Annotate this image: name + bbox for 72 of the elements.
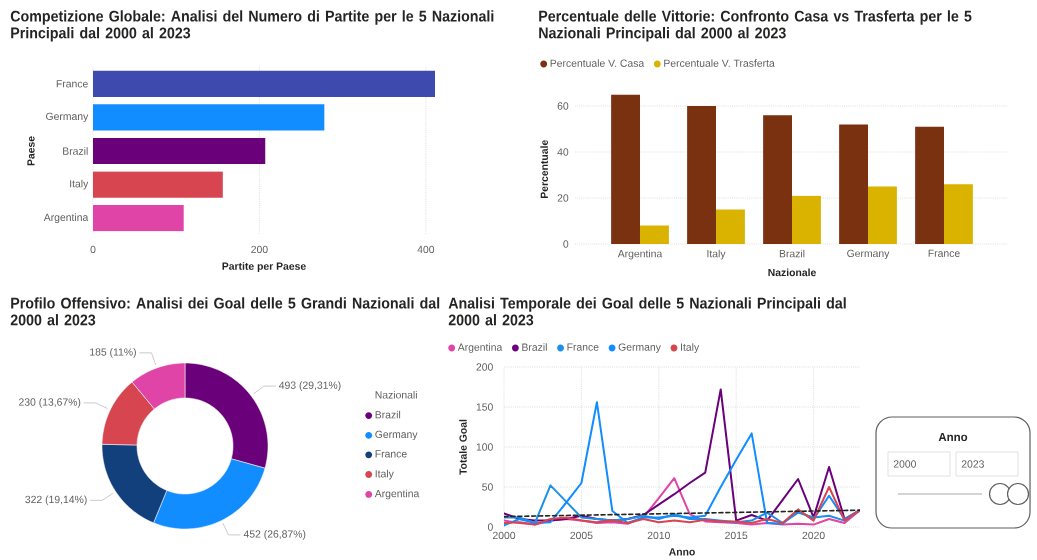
y-axis-title: Totale Goal — [459, 419, 467, 475]
bar — [93, 205, 184, 232]
x-axis-title: Anno — [668, 548, 695, 556]
x-tick-label: 2000 — [492, 531, 516, 540]
legend-label: Italy — [681, 343, 700, 353]
x-tick-label: 2020 — [802, 531, 825, 540]
legend-label: Brazil — [522, 343, 547, 351]
y-tick-label: 40 — [557, 148, 569, 156]
bar — [868, 186, 897, 244]
x-tick-label: Brazil — [779, 249, 805, 258]
x-axis-title: Nazionale — [768, 268, 816, 277]
legend-label: Germany — [618, 343, 661, 353]
y-tick-label: 0 — [563, 240, 569, 248]
legend-label: France — [375, 450, 407, 458]
x-tick-label: 200 — [251, 245, 268, 254]
legend-label: Percentuale V. Trasferta — [664, 59, 775, 67]
y-tick-label: 100 — [476, 443, 493, 451]
y-axis-title: Percentuale — [540, 140, 548, 199]
x-tick-label: 400 — [417, 245, 435, 254]
y-tick-label: 0 — [487, 523, 493, 531]
text: Anno — [938, 433, 968, 441]
legend-label: Italy — [375, 469, 394, 480]
y-tick-label: 150 — [476, 403, 493, 411]
data-label: 185 (11%) — [90, 348, 136, 358]
y-tick-label: 50 — [482, 483, 493, 491]
data-label: 493 (29,31%) — [278, 381, 341, 391]
bar — [915, 126, 945, 244]
chart-title: Percentuale delle Vittorie: Confronto Casa vs Trasferta per le 5 Nazionali Principali dal 2000 al 2023 — [539, 10, 972, 42]
bar — [640, 225, 669, 244]
x-tick-label: 2015 — [725, 531, 748, 540]
legend-title: Nazionali — [375, 390, 417, 399]
y-tick-label: Germany — [46, 112, 89, 123]
legend-label: Brazil — [375, 410, 401, 419]
x-tick-label: 2010 — [647, 531, 670, 540]
x-tick-label: Argentina — [617, 249, 663, 260]
x-tick-label: France — [928, 249, 960, 257]
bar — [792, 195, 821, 244]
text: 2023 — [961, 460, 984, 468]
bar — [93, 137, 266, 165]
bar — [93, 104, 325, 131]
y-tick-label: Argentina — [43, 213, 89, 224]
legend-label: Argentina — [374, 489, 420, 500]
bar — [687, 106, 717, 244]
bar — [93, 70, 436, 97]
legend-label: Percentuale V. Casa — [550, 59, 645, 67]
y-tick-label: Brazil — [63, 147, 88, 155]
bar — [839, 124, 869, 244]
x-tick-label: Germany — [847, 249, 890, 260]
text: 2000 — [893, 460, 916, 468]
x-tick-label: Italy — [707, 249, 726, 260]
y-tick-label: 20 — [557, 194, 569, 202]
x-axis-title: Partite per Paese — [222, 262, 306, 272]
chart-title: Profilo Offensivo: Analisi dei Goal delle 5 Grandi Nazionali dal 2000 al 2023 — [10, 297, 440, 326]
y-tick-label: 200 — [476, 363, 493, 371]
data-label: 230 (13,67%) — [19, 398, 81, 408]
y-tick-label: Italy — [70, 179, 89, 190]
bar — [93, 171, 223, 198]
x-tick-label: 2005 — [570, 531, 593, 540]
bar — [716, 209, 745, 244]
bar — [611, 94, 641, 244]
legend-label: France — [567, 343, 599, 351]
y-axis-title: Paese — [27, 136, 35, 166]
data-label: 452 (26,87%) — [243, 530, 306, 540]
chart-title: Analisi Temporale dei Goal delle 5 Nazionali Principali dal 2000 al 2023 — [448, 297, 846, 326]
bar — [944, 184, 973, 244]
y-tick-label: 60 — [557, 102, 569, 110]
data-label: 322 (19,14%) — [25, 495, 87, 506]
chart-title: Competizione Globale: Analisi del Numero di Partite per le 5 Nazionali Principali dal 2000 al 2023 — [10, 10, 494, 42]
y-tick-label: France — [56, 80, 88, 88]
legend-label: Germany — [375, 430, 418, 441]
x-tick-label: 0 — [90, 245, 96, 254]
bar — [763, 115, 793, 244]
